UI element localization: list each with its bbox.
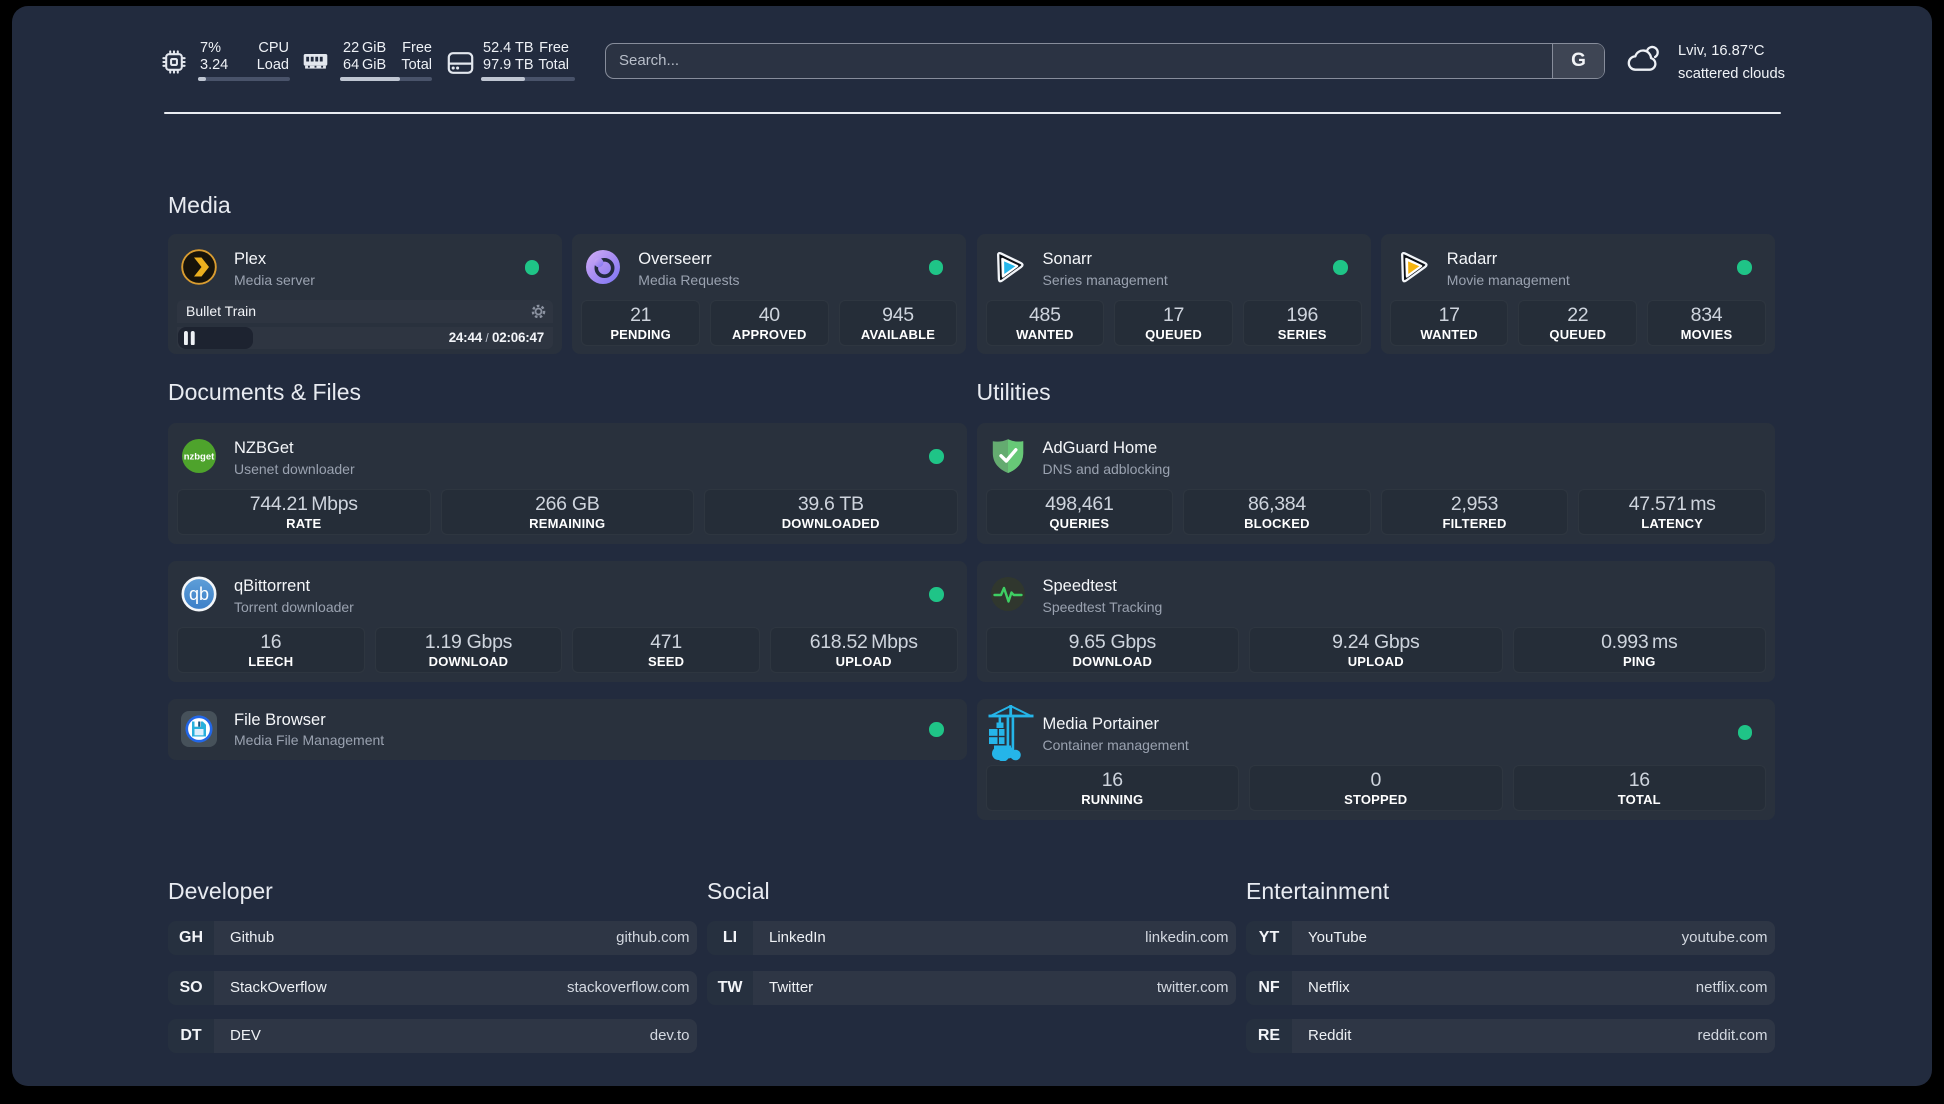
svg-text:qb: qb — [189, 584, 209, 604]
svg-text:nzbget: nzbget — [184, 452, 215, 463]
